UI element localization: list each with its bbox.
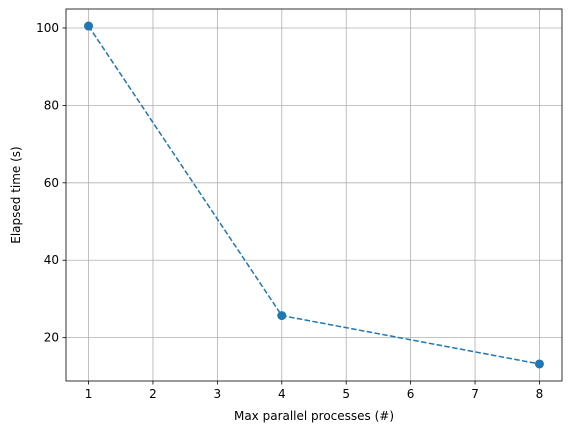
x-tick-label: 7: [471, 387, 479, 401]
y-tick-label: 20: [44, 331, 59, 345]
data-point: [277, 311, 287, 321]
x-tick-label: 4: [278, 387, 286, 401]
x-axis-label: Max parallel processes (#): [234, 409, 394, 423]
series-line: [87, 25, 540, 365]
x-tick-label: 2: [149, 387, 157, 401]
y-tick-label: 100: [36, 21, 59, 35]
x-tick-label: 8: [536, 387, 544, 401]
y-tick-label: 80: [44, 98, 59, 112]
x-tick-label: 6: [407, 387, 415, 401]
x-tick-label: 5: [342, 387, 350, 401]
y-axis-label: Elapsed time (s): [9, 146, 23, 244]
data-point: [534, 359, 544, 369]
y-tick-label: 60: [44, 176, 59, 190]
plot-frame: [65, 8, 563, 382]
y-tick-label: 40: [44, 253, 59, 267]
data-point: [84, 21, 94, 31]
x-tick-label: 1: [85, 387, 93, 401]
x-tick-label: 3: [214, 387, 222, 401]
